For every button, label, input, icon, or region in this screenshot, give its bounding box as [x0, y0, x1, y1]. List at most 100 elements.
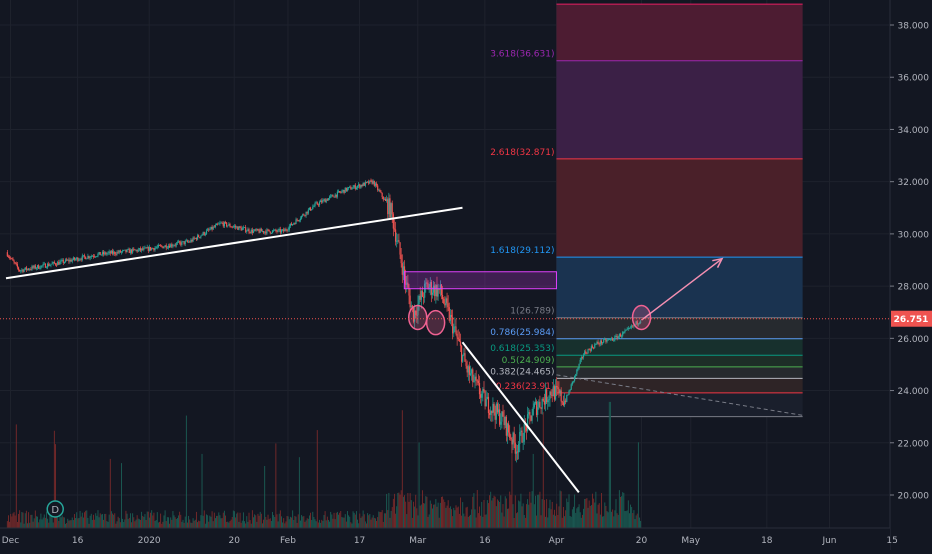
- volume-bar: [55, 444, 56, 528]
- candle-body: [241, 228, 243, 231]
- candle-body: [38, 265, 40, 269]
- volume-bar: [95, 513, 97, 528]
- volume-bar: [171, 519, 173, 528]
- downtrend-line[interactable]: [461, 341, 580, 494]
- candle-body: [276, 231, 278, 232]
- candle-body: [308, 207, 311, 210]
- candle-body: [580, 357, 582, 360]
- candle-body: [40, 265, 42, 269]
- volume-bar: [620, 496, 621, 528]
- time-axis[interactable]: Dec 16 2020 20 Feb 17 Mar 16 Apr 20 May 18 Jun 15: [0, 527, 898, 550]
- volume-bar: [305, 520, 307, 528]
- candle-body: [204, 233, 206, 235]
- volume-bar: [16, 522, 18, 528]
- candle-body: [422, 296, 425, 298]
- resistance-box[interactable]: [403, 271, 557, 290]
- candle-body: [515, 451, 518, 454]
- candle-body: [598, 343, 600, 345]
- current-price-badge[interactable]: [891, 310, 932, 327]
- fib-level-label: 2.618(32.871): [490, 148, 554, 158]
- volume-bar: [321, 519, 323, 528]
- volume-bar: [364, 521, 366, 528]
- volume-bar: [255, 515, 257, 528]
- volume-bar: [294, 515, 296, 528]
- volume-bar: [325, 520, 327, 528]
- candle-body: [619, 334, 622, 337]
- candle-body: [234, 226, 237, 228]
- volume-bar: [512, 504, 514, 528]
- volume-bar: [62, 517, 64, 528]
- volume-bar: [193, 520, 195, 528]
- candle-body: [336, 191, 339, 197]
- volume-bar: [253, 517, 254, 528]
- candle-body: [8, 256, 11, 258]
- candle-body: [17, 267, 20, 270]
- candle-body: [86, 258, 88, 260]
- candle-body: [418, 295, 420, 304]
- volume-bar: [443, 499, 445, 528]
- fibonacci-extension[interactable]: 0.236(23.91) 0.382(24.465)0.5(24.909) 0.61…: [490, 3, 803, 418]
- candle-body: [109, 251, 111, 254]
- circle-marker[interactable]: [631, 304, 652, 331]
- candle-body: [570, 384, 572, 390]
- candle-body: [220, 222, 222, 224]
- candle-body: [165, 245, 167, 249]
- circle-marker[interactable]: [425, 309, 446, 336]
- projection-arrow[interactable]: [641, 258, 723, 321]
- candle-body: [541, 398, 543, 409]
- candle-body: [574, 375, 576, 381]
- volume-bar: [426, 496, 428, 528]
- circle-marker[interactable]: [407, 304, 428, 331]
- volume-bar: [246, 516, 248, 528]
- candle-body: [90, 256, 92, 258]
- current-price-label: 26.751: [894, 315, 929, 325]
- candle-body: [96, 256, 98, 257]
- candle-body: [473, 381, 475, 382]
- candle-body: [457, 337, 459, 340]
- volume-bar: [71, 517, 73, 528]
- candle-body: [525, 425, 528, 431]
- volume-bar: [44, 517, 46, 528]
- price-axis[interactable]: 20.000 22.000 24.000 26.000 28.000 30.000 32.0…: [889, 0, 932, 550]
- candle-body: [494, 412, 496, 420]
- uptrend-line[interactable]: [5, 206, 463, 280]
- volume-bar: [231, 516, 233, 528]
- candle-body: [107, 252, 109, 254]
- volume-bar: [194, 519, 196, 528]
- volume-bar: [87, 517, 89, 528]
- candle-body: [270, 233, 272, 234]
- volume-bar: [170, 517, 172, 528]
- volume-bar: [418, 442, 420, 528]
- volume-bar: [109, 458, 111, 528]
- candle-body: [164, 245, 166, 247]
- volume-bar: [344, 514, 346, 528]
- candle-body: [520, 430, 522, 433]
- volume-bar: [500, 495, 502, 528]
- candle-body: [221, 222, 223, 224]
- candle-body: [301, 215, 303, 219]
- candle-body: [61, 259, 63, 261]
- volume-bar: [546, 499, 548, 528]
- volume-bar: [198, 520, 200, 528]
- volume-bar: [263, 519, 265, 528]
- candle-body: [380, 191, 382, 193]
- drawings[interactable]: D: [5, 206, 803, 518]
- volume-bar: [298, 457, 300, 528]
- volume-bar: [241, 520, 243, 528]
- candle-body: [486, 396, 488, 399]
- volume-bar: [270, 520, 272, 528]
- dividend-marker[interactable]: [46, 500, 64, 518]
- candle-body: [352, 187, 354, 189]
- candle-body: [157, 244, 159, 247]
- volume-bar: [99, 513, 101, 528]
- volume-bar: [603, 516, 605, 528]
- volume-bar: [121, 463, 122, 528]
- candle-body: [538, 401, 540, 408]
- volume-bar: [160, 513, 162, 528]
- candle-body: [584, 351, 586, 355]
- candle-body: [613, 340, 615, 341]
- candle-body: [506, 423, 509, 436]
- candle-body: [242, 227, 245, 229]
